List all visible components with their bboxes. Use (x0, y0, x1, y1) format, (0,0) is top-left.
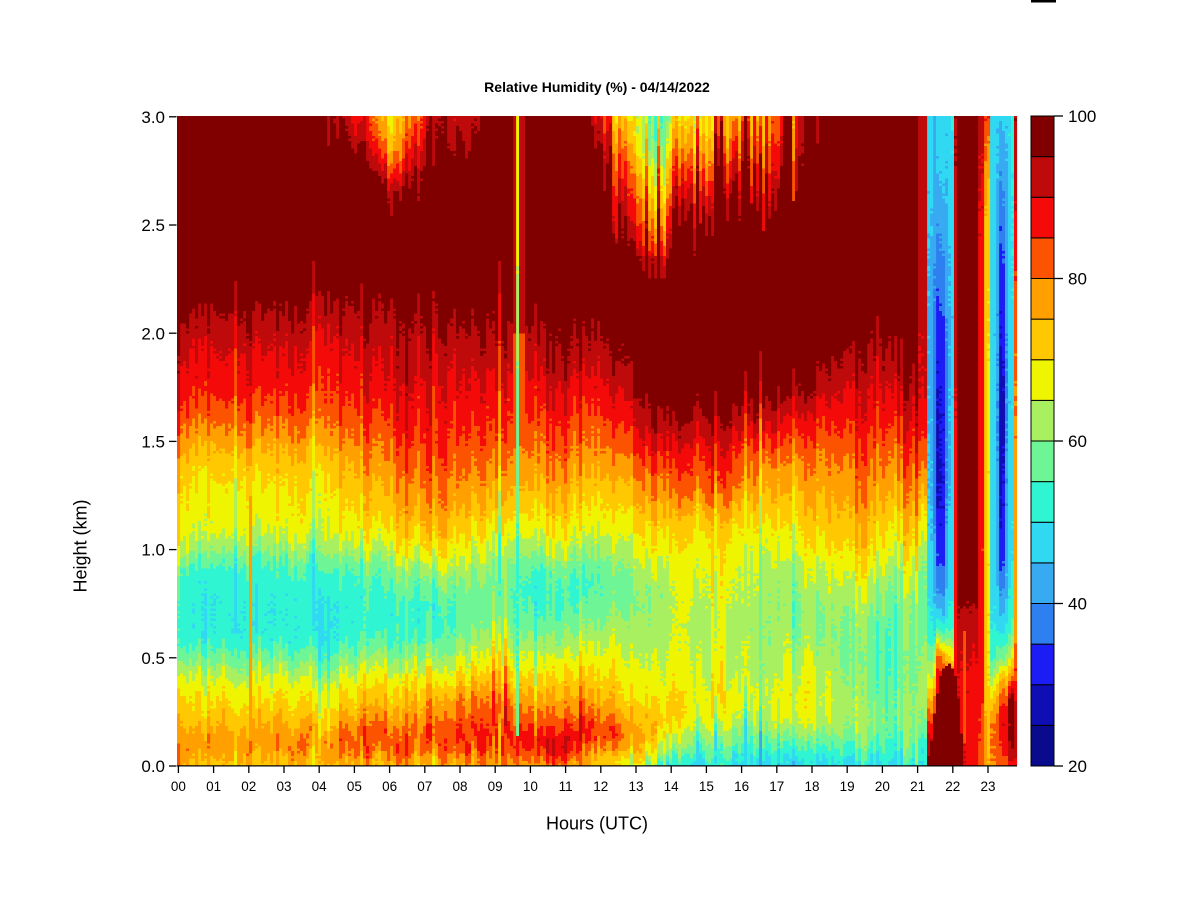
svg-text:0.5: 0.5 (141, 649, 165, 668)
svg-text:03: 03 (276, 779, 291, 794)
svg-text:04: 04 (312, 779, 328, 794)
svg-text:60: 60 (1068, 432, 1087, 451)
svg-text:0.0: 0.0 (141, 757, 165, 776)
svg-text:14: 14 (664, 779, 680, 794)
svg-text:16: 16 (734, 779, 749, 794)
svg-text:19: 19 (840, 779, 855, 794)
svg-text:00: 00 (171, 779, 186, 794)
svg-text:12: 12 (593, 779, 608, 794)
svg-text:17: 17 (769, 779, 784, 794)
svg-text:1.5: 1.5 (141, 433, 165, 452)
svg-text:06: 06 (382, 779, 397, 794)
svg-text:100: 100 (1068, 107, 1096, 126)
svg-text:1.0: 1.0 (141, 541, 165, 560)
svg-text:08: 08 (452, 779, 467, 794)
svg-text:Relative Humidity (%) - 04/14/: Relative Humidity (%) - 04/14/2022 (484, 79, 710, 95)
svg-text:02: 02 (241, 779, 256, 794)
svg-text:01: 01 (206, 779, 221, 794)
svg-text:80: 80 (1068, 270, 1087, 289)
svg-text:18: 18 (804, 779, 819, 794)
svg-text:22: 22 (945, 779, 960, 794)
svg-text:05: 05 (347, 779, 362, 794)
svg-text:13: 13 (628, 779, 643, 794)
svg-text:20: 20 (875, 779, 890, 794)
svg-text:07: 07 (417, 779, 432, 794)
svg-text:09: 09 (488, 779, 503, 794)
svg-text:40: 40 (1068, 595, 1087, 614)
svg-text:11: 11 (559, 779, 573, 794)
svg-text:21: 21 (910, 779, 925, 794)
svg-text:10: 10 (523, 779, 538, 794)
svg-text:Height (km): Height (km) (71, 499, 91, 592)
svg-text:2.0: 2.0 (141, 324, 165, 343)
svg-text:3.0: 3.0 (141, 108, 165, 127)
svg-text:15: 15 (699, 779, 714, 794)
svg-text:20: 20 (1068, 757, 1087, 776)
svg-text:23: 23 (980, 779, 995, 794)
svg-text:Hours (UTC): Hours (UTC) (546, 814, 648, 834)
svg-text:2.5: 2.5 (141, 216, 165, 235)
